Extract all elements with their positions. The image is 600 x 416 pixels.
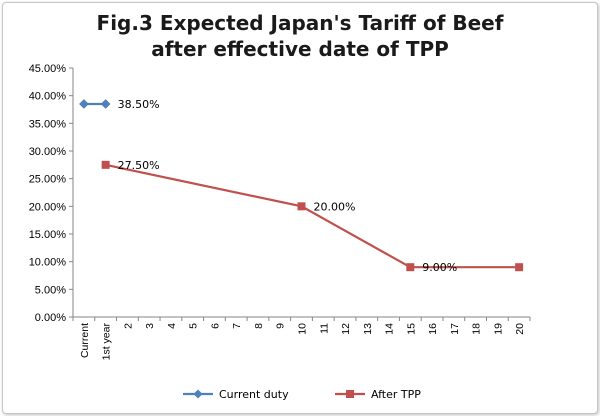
chart-title: Fig.3 Expected Japan's Tariff of Beef af… [0, 10, 600, 62]
x-tick-label-17: 17 [449, 323, 461, 335]
y-tick-label: 40.00% [29, 91, 67, 103]
point-current-duty-current [79, 99, 89, 109]
x-tick-label-12: 12 [340, 323, 352, 335]
y-tick-label: 25.00% [29, 174, 67, 186]
y-axis-ticks: 0.00% 5.00% 10.00% 15.00% 20.00% 25.00% 30.00%… [29, 63, 73, 324]
x-tick-label-19: 19 [492, 323, 504, 335]
legend: Current duty After TPP [183, 388, 421, 401]
series-line-after-tpp [105, 163, 520, 269]
y-tick-label: 0.00% [35, 312, 66, 324]
x-tick-label-13: 13 [362, 323, 374, 335]
point-after-tpp-15 [406, 263, 415, 272]
point-current-duty-1st-year [100, 99, 111, 109]
x-tick-label-2: 2 [122, 323, 134, 329]
y-tick-label: 10.00% [29, 257, 67, 269]
x-tick-label-10: 10 [297, 323, 309, 335]
x-tick-label-3: 3 [144, 323, 156, 329]
legend-label-current-duty: Current duty [219, 388, 289, 401]
data-label-after-tpp-1st-year: 27.50% [118, 159, 160, 172]
x-tick-label-6: 6 [209, 323, 221, 329]
x-tick-label-current: Current [79, 323, 91, 358]
data-label-current-duty-1st-year: 38.50% [118, 98, 160, 111]
y-tick-label: 20.00% [29, 201, 67, 213]
x-tick-label-14: 14 [384, 323, 396, 335]
data-label-after-tpp-10: 20.00% [314, 200, 356, 213]
y-tick-label: 15.00% [29, 229, 67, 241]
x-tick-label-15: 15 [405, 323, 417, 335]
x-tick-label-11: 11 [318, 323, 330, 334]
point-after-tpp-10 [297, 202, 306, 211]
legend-marker-after-tpp [346, 390, 354, 398]
x-tick-label-1st-year: 1st year [101, 323, 113, 361]
data-labels: 38.50% 27.50% 20.00% 9.00% [118, 98, 458, 274]
y-tick-label: 35.00% [29, 118, 67, 130]
y-tick-label: 5.00% [35, 284, 66, 296]
y-tick-label: 45.00% [29, 63, 67, 75]
chart-axes [72, 68, 530, 318]
x-tick-label-9: 9 [275, 323, 287, 329]
chart-title-line-2: after effective date of TPP [151, 37, 449, 61]
x-tick-label-16: 16 [427, 323, 439, 335]
x-tick-label-18: 18 [471, 323, 483, 335]
x-tick-label-5: 5 [188, 323, 200, 329]
x-tick-label-7: 7 [231, 323, 243, 329]
y-tick-label: 30.00% [29, 146, 67, 158]
legend-label-after-tpp: After TPP [371, 388, 421, 401]
point-after-tpp-1st-year [101, 160, 110, 169]
x-axis-ticks: Current 1st year 2 3 4 5 6 7 8 9 10 11 12 13 14 15 16 17 1… [72, 317, 531, 361]
x-tick-label-8: 8 [253, 323, 265, 329]
point-after-tpp-20 [515, 263, 524, 272]
series-layer [79, 99, 524, 272]
chart-title-line-1: Fig.3 Expected Japan's Tariff of Beef [96, 11, 504, 35]
x-tick-label-4: 4 [166, 323, 178, 329]
data-label-after-tpp-15: 9.00% [422, 261, 457, 274]
legend-marker-current-duty [193, 389, 203, 399]
x-tick-label-20: 20 [514, 323, 526, 335]
